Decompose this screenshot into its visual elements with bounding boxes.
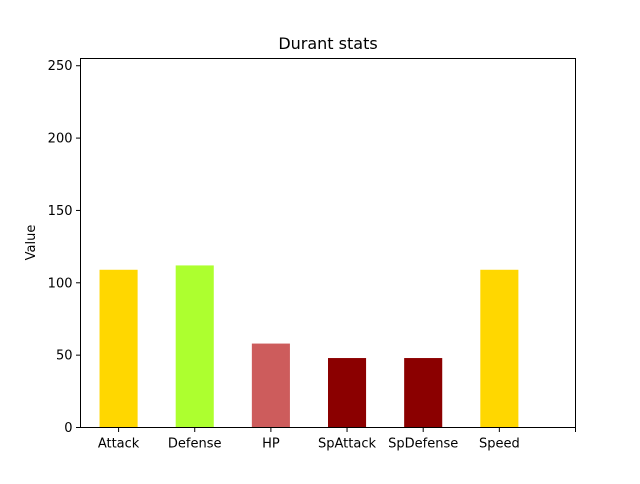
y-tick-label: 150 <box>48 204 73 219</box>
y-tick-label: 200 <box>48 132 73 147</box>
y-tick-label: 0 <box>64 421 72 436</box>
bar-spdefense <box>404 358 443 428</box>
plot-frame <box>80 58 576 428</box>
y-tick-label: 100 <box>48 276 73 291</box>
x-tick-label: SpDefense <box>388 437 458 452</box>
bar-hp <box>251 343 290 428</box>
bar-speed <box>480 269 519 428</box>
x-tick-label: Defense <box>168 437 222 452</box>
chart-title: Durant stats <box>278 34 377 53</box>
y-tick-label: 50 <box>56 349 73 364</box>
bars-group <box>99 265 519 428</box>
bar-spattack <box>328 358 367 428</box>
x-tick-label: Attack <box>98 437 140 452</box>
x-tick-label: Speed <box>479 437 520 452</box>
x-axis-ticks: Attack Defense HP SpAttack SpDefense Speed <box>98 427 576 452</box>
x-tick-label: SpAttack <box>318 437 376 452</box>
bar-defense <box>175 265 214 428</box>
x-tick-label: HP <box>262 437 280 452</box>
y-axis-ticks: 0 50 100 150 200 250 <box>48 59 81 436</box>
y-axis-label: Value <box>24 225 39 261</box>
bar-attack <box>99 269 138 428</box>
y-tick-label: 250 <box>48 59 73 74</box>
